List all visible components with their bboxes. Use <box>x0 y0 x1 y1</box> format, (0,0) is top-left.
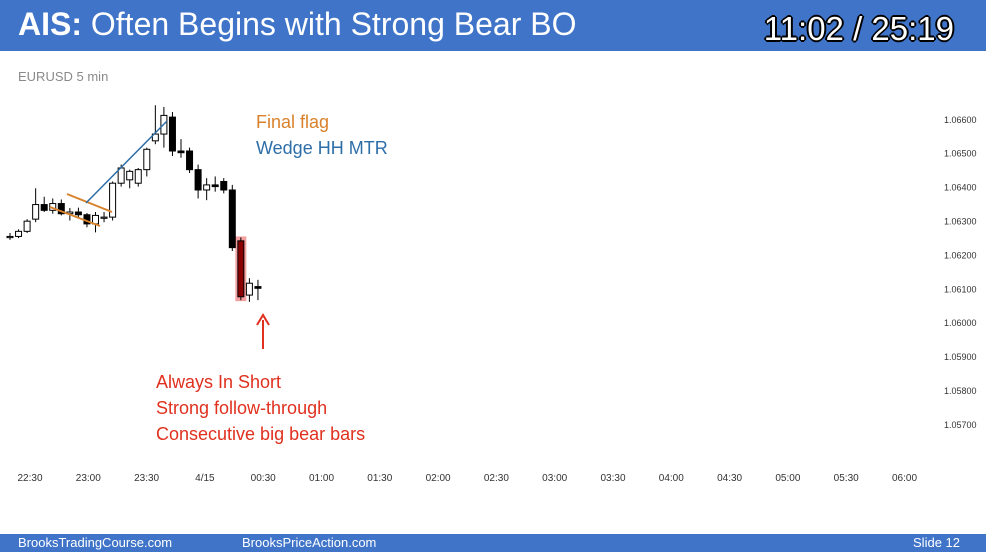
bear-candle <box>254 286 262 289</box>
title-strong: AIS: <box>18 6 82 42</box>
final-flag-upper-line <box>66 193 113 213</box>
y-tick-label: 1.06200 <box>944 250 977 260</box>
annotation-line-3: Consecutive big bear bars <box>156 424 366 444</box>
bear-candle <box>237 240 245 298</box>
y-tick-label: 1.05800 <box>944 386 977 396</box>
wedge-label: Wedge HH MTR <box>256 138 388 158</box>
final-flag-lower-line <box>49 206 101 227</box>
slide-title: AIS: Often Begins with Strong Bear BO <box>18 4 576 44</box>
bull-candle <box>23 220 31 232</box>
bull-candle <box>32 204 40 220</box>
x-tick-label: 01:00 <box>309 473 334 484</box>
bear-candle <box>57 203 65 215</box>
price-chart: 1.06600 1.06500 1.06400 1.06300 1.06200 1.061… <box>6 105 977 484</box>
bear-candle <box>186 150 194 171</box>
y-tick-label: 1.06600 <box>944 115 977 125</box>
bear-candle <box>177 150 185 154</box>
x-tick-label: 03:30 <box>600 473 625 484</box>
y-tick-label: 1.05900 <box>944 352 977 362</box>
bear-candle <box>194 169 202 191</box>
bear-candle <box>74 211 82 216</box>
y-tick-label: 1.06400 <box>944 183 977 193</box>
slide-number: Slide 12 <box>913 535 960 550</box>
slide-footer: BrooksTradingCourse.com BrooksPriceActio… <box>0 534 986 552</box>
x-tick-label: 06:00 <box>892 473 917 484</box>
x-tick-label: 04:30 <box>717 473 742 484</box>
x-tick-label: 23:30 <box>134 473 159 484</box>
x-tick-label: 05:00 <box>775 473 800 484</box>
y-tick-label: 1.06100 <box>944 284 977 294</box>
final-flag-label: Final flag <box>256 112 330 132</box>
annotation-line-1: Always In Short <box>156 372 282 392</box>
chart-symbol: EURUSD 5 min <box>18 69 109 84</box>
x-tick-label: 00:30 <box>251 473 276 484</box>
bear-candle <box>220 181 228 191</box>
slide-header: AIS: Often Begins with Strong Bear BO 11… <box>0 0 986 51</box>
x-tick-label: 01:30 <box>367 473 392 484</box>
bull-candle <box>49 203 57 211</box>
bear-candle <box>211 184 219 188</box>
x-tick-label: 4/15 <box>195 473 215 484</box>
video-timer: 11:02 / 25:19 <box>763 10 954 47</box>
bear-candle <box>40 204 48 211</box>
x-tick-label: 02:30 <box>484 473 509 484</box>
x-tick-label: 05:30 <box>834 473 859 484</box>
always-in-short-annotation: Always In Short Strong follow-through Co… <box>156 369 365 447</box>
x-tick-label: 03:00 <box>542 473 567 484</box>
bull-candle <box>245 282 253 296</box>
bull-candle <box>134 169 142 184</box>
bull-candle <box>203 184 211 191</box>
x-tick-label: 02:00 <box>426 473 451 484</box>
x-tick-label: 22:30 <box>17 473 42 484</box>
bull-candle <box>6 235 14 239</box>
x-tick-label: 23:00 <box>76 473 101 484</box>
title-rest: Often Begins with Strong Bear BO <box>82 6 577 42</box>
bull-candle <box>109 182 117 218</box>
bull-candle <box>126 170 134 181</box>
annotation-line-2: Strong follow-through <box>156 398 328 418</box>
wedge-trend-line <box>85 120 168 204</box>
x-tick-label: 04:00 <box>659 473 684 484</box>
bear-candle <box>228 189 236 249</box>
y-tick-label: 1.06500 <box>944 149 977 159</box>
bull-candle <box>15 230 23 237</box>
footer-left-site: BrooksTradingCourse.com <box>18 535 173 550</box>
arrow-head <box>256 313 270 326</box>
bull-candle <box>151 133 159 142</box>
bear-candle <box>168 116 176 152</box>
footer-center-site: BrooksPriceAction.com <box>242 535 377 550</box>
bull-candle <box>143 148 151 171</box>
y-tick-label: 1.06300 <box>944 217 977 227</box>
y-tick-label: 1.05700 <box>944 420 977 430</box>
y-tick-label: 1.06000 <box>944 318 977 328</box>
bull-candle <box>100 216 108 219</box>
